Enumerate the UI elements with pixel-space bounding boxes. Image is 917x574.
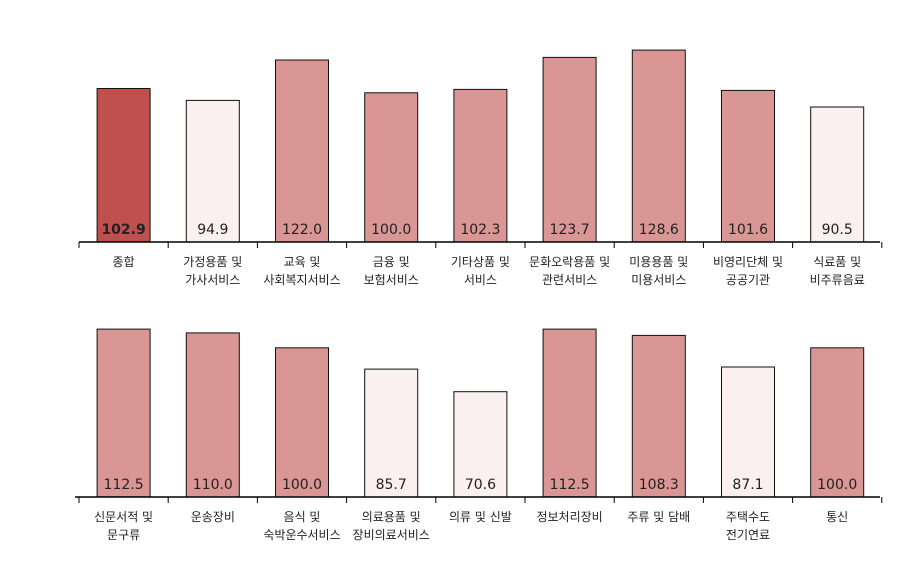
bar-1-1 [185,332,240,498]
bar-1-7 [721,366,775,498]
data-label-0-8: 90.5 [822,222,853,238]
category-label-line: 기타상품 및 [451,255,510,269]
category-label-line: 정보처리장비 [536,510,602,524]
category-label-line: 사회복지서비스 [263,273,340,287]
category-label-line: 숙박운수서비스 [263,528,340,542]
category-label-line: 문화오락용품 및 [529,255,610,269]
category-label-line: 통신 [826,510,848,524]
category-label-line: 서비스 [464,273,497,287]
category-label-line: 식료품 및 [813,255,861,269]
bar-0-4 [453,88,508,243]
category-label-1-8: 통신 [826,510,848,524]
category-label-line: 의료용품 및 [362,510,421,524]
bar-0-3 [364,92,419,243]
category-label-line: 관련서비스 [542,273,597,287]
bar-0-6 [631,49,686,243]
data-label-1-1: 110.0 [193,477,233,493]
category-label-1-6: 주류 및 담배 [627,510,690,524]
bar-0-8 [810,106,865,243]
category-label-line: 비주류음료 [810,273,865,287]
bar-0-0 [96,88,151,243]
category-label-line: 공공기관 [726,273,770,287]
data-label-1-8: 100.0 [817,477,857,493]
category-label-line: 미용용품 및 [629,255,688,269]
category-label-line: 주류 및 담배 [627,510,690,524]
bar-1-8 [810,347,865,498]
category-label-1-5: 정보처리장비 [536,510,602,524]
data-label-0-4: 102.3 [460,222,500,238]
bar-1-4 [453,391,508,498]
data-label-1-3: 85.7 [376,477,407,493]
data-label-0-5: 123.7 [550,222,590,238]
bar-1-3 [364,368,419,498]
data-label-1-7: 87.1 [732,477,763,493]
category-label-line: 금융 및 [373,255,410,269]
bar-0-7 [721,89,775,243]
category-label-line: 교육 및 [284,255,321,269]
category-label-line: 미용서비스 [631,273,686,287]
category-label-line: 의류 및 신발 [449,510,512,524]
category-label-line: 가사서비스 [185,273,240,287]
category-label-0-0: 종합 [113,255,135,269]
bar-1-5 [542,328,597,498]
bar-1-0 [96,328,151,498]
category-label-line: 장비의료서비스 [353,528,430,542]
category-label-line: 전기연료 [726,528,770,542]
bar-1-2 [275,347,329,498]
bar-1-6 [631,334,686,498]
category-label-line: 신문서적 및 [94,510,153,524]
category-label-1-4: 의류 및 신발 [449,510,512,524]
category-label-line: 종합 [113,255,135,269]
category-label-line: 음식 및 [284,510,321,524]
data-label-1-0: 112.5 [104,477,144,493]
data-label-0-1: 94.9 [197,222,228,238]
data-label-1-2: 100.0 [282,477,322,493]
data-label-0-0: 102.9 [101,222,145,238]
data-label-1-5: 112.5 [550,477,590,493]
data-label-0-3: 100.0 [371,222,411,238]
data-label-1-6: 108.3 [639,477,679,493]
category-label-line: 가정용품 및 [183,255,242,269]
category-label-line: 비영리단체 및 [713,255,783,269]
category-label-line: 보험서비스 [364,273,419,287]
bar-0-5 [542,56,597,243]
data-label-1-4: 70.6 [465,477,496,493]
data-label-0-6: 128.6 [639,222,679,238]
bar-0-1 [185,99,240,243]
category-label-line: 문구류 [107,528,140,542]
category-label-1-1: 운송장비 [191,510,235,524]
bar-0-2 [275,59,329,243]
category-label-line: 주택수도 [726,510,770,524]
data-label-0-2: 122.0 [282,222,322,238]
category-label-line: 운송장비 [191,510,235,524]
data-label-0-7: 101.6 [728,222,768,238]
